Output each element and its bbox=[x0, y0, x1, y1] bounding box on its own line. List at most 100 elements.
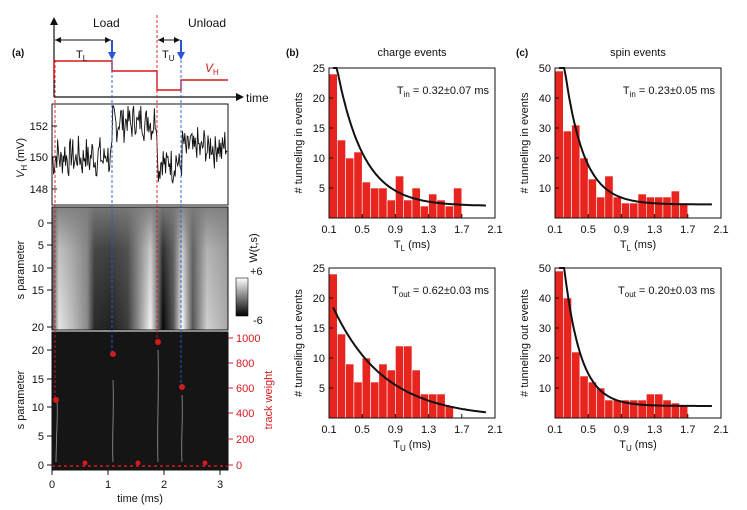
y-tick-label: 50 bbox=[539, 63, 551, 75]
histogram-bar bbox=[662, 196, 672, 219]
y-tick-label: 5 bbox=[319, 383, 325, 395]
y-tick-label: 25 bbox=[313, 263, 325, 275]
weight-tick-200: 200 bbox=[236, 434, 254, 446]
plot-frame bbox=[328, 67, 496, 219]
x-tick-label: 0.5 bbox=[581, 424, 596, 436]
x-tick-label: 1.3 bbox=[421, 224, 436, 236]
y-tick-label: 20 bbox=[313, 293, 325, 305]
histogram-bar bbox=[621, 202, 631, 219]
histogram-c-bot: 0.1 0.5 0.9 1.3 1.7 2.1 10 20 30 40 50 TU (ms) # tun… bbox=[519, 263, 729, 453]
y-tick-label: 20 bbox=[313, 93, 325, 105]
histogram-bar bbox=[596, 196, 606, 219]
histogram-bar bbox=[336, 139, 346, 219]
y-tick-label: 10 bbox=[539, 383, 551, 395]
vh-ylabel: VH (mV) bbox=[15, 138, 29, 178]
track-ytick-20: 20 bbox=[32, 345, 44, 357]
histogram-bar bbox=[579, 375, 589, 419]
time-tick-2: 2 bbox=[161, 479, 167, 491]
pulse-unload-label: Unload bbox=[188, 16, 226, 30]
x-tick-label: 0.5 bbox=[355, 424, 370, 436]
track-peak-4 bbox=[179, 384, 185, 390]
fit-curve bbox=[332, 306, 487, 414]
histogram-bar bbox=[629, 202, 639, 219]
histogram-bar bbox=[370, 381, 380, 419]
x-tick-label: 1.7 bbox=[454, 424, 469, 436]
tl-label: TL bbox=[76, 49, 88, 63]
histogram-b-top: charge events 0.1 0.5 0.9 1.3 1.7 2.1 5 10 15 20 25… bbox=[293, 47, 503, 253]
histogram-bar bbox=[662, 399, 672, 419]
histogram-bar bbox=[328, 73, 338, 219]
plot-frame bbox=[328, 267, 496, 419]
track-peak-2 bbox=[110, 351, 116, 357]
pulse-y-arrowhead bbox=[50, 17, 58, 25]
y-tick-label: 20 bbox=[539, 353, 551, 365]
histogram-bar bbox=[386, 199, 396, 219]
wavelet-ytick-15: 15 bbox=[32, 285, 44, 297]
x-tick-label: 0.9 bbox=[614, 424, 629, 436]
fit-curve bbox=[333, 67, 486, 207]
wavelet-ytick-10: 10 bbox=[32, 263, 44, 275]
histogram-bar bbox=[328, 273, 338, 419]
histogram-bar bbox=[645, 196, 655, 219]
histogram-bar bbox=[612, 196, 622, 219]
histogram-bar bbox=[345, 363, 355, 419]
weight-tick-0: 0 bbox=[236, 460, 242, 472]
y-tick-label: 30 bbox=[539, 323, 551, 335]
colorbar-min: -6 bbox=[253, 315, 263, 327]
x-tick-label: 0.1 bbox=[321, 224, 336, 236]
x-axis-label: TL (ms) bbox=[620, 239, 656, 253]
x-tick-label: 1.3 bbox=[647, 424, 662, 436]
x-tick-label: 0.1 bbox=[547, 424, 562, 436]
histogram-bar bbox=[395, 175, 404, 219]
histogram-bar bbox=[612, 399, 622, 419]
event-guide-lines bbox=[54, 15, 182, 400]
vh-ytick-152: 152 bbox=[30, 121, 48, 133]
track-lines bbox=[55, 349, 183, 463]
x-axis-label: TL (ms) bbox=[394, 239, 430, 253]
vh-trace-line bbox=[51, 105, 228, 185]
vh-ytick-148: 148 bbox=[30, 184, 48, 196]
histogram-bar bbox=[554, 70, 564, 219]
fit-time-constant: Tin = 0.23±0.05 ms bbox=[623, 85, 716, 99]
colorbar-label: W(t,s) bbox=[248, 233, 260, 262]
track-peak-3 bbox=[155, 339, 161, 345]
histogram-bar bbox=[336, 333, 346, 419]
pulse-x-arrowhead bbox=[236, 93, 244, 101]
wavelet-panel: 0 5 10 15 20 s parameter +6 -6 W(t,s) bbox=[15, 206, 263, 334]
x-tick-label: 1.7 bbox=[454, 224, 469, 236]
x-tick-label: 0.1 bbox=[547, 224, 562, 236]
histogram-b-bot: 0.1 0.5 0.9 1.3 1.7 2.1 5 10 15 20 25 TU (ms) # tunn… bbox=[293, 263, 503, 453]
histogram-bar bbox=[361, 357, 371, 419]
x-tick-label: 2.1 bbox=[487, 424, 502, 436]
x-tick-label: 0.1 bbox=[321, 424, 336, 436]
histogram-bar bbox=[654, 196, 664, 219]
weight-tick-800: 800 bbox=[236, 358, 254, 370]
track-ytick-5: 5 bbox=[38, 431, 44, 443]
histogram-bar bbox=[419, 205, 429, 219]
histogram-bar bbox=[353, 151, 363, 219]
track-ylabel: s parameter bbox=[15, 370, 27, 429]
histogram-bar bbox=[453, 187, 463, 219]
panel-label-b: (b) bbox=[286, 48, 299, 59]
histogram-bar bbox=[587, 381, 597, 419]
x-tick-label: 1.7 bbox=[680, 424, 695, 436]
plot-frame bbox=[554, 267, 722, 419]
wavelet-colorbar bbox=[235, 277, 249, 317]
histogram-bar bbox=[637, 399, 647, 419]
x-tick-label: 0.5 bbox=[355, 224, 370, 236]
panel-label-c: (c) bbox=[516, 48, 528, 59]
histogram-bar bbox=[395, 345, 404, 419]
y-tick-label: 25 bbox=[313, 63, 325, 75]
histogram-bar bbox=[428, 193, 438, 219]
wavelet-ytick-5: 5 bbox=[38, 240, 44, 252]
pulse-schematic: time VH Load Unload TL TU bbox=[50, 16, 269, 105]
y-tick-label: 10 bbox=[313, 153, 325, 165]
y-axis-label: # tunneling in events bbox=[293, 92, 305, 193]
histogram-bar bbox=[571, 351, 581, 419]
y-axis-label: # tunneling in events bbox=[519, 92, 531, 193]
histogram-bar bbox=[353, 381, 363, 419]
track-panel: 20 15 10 5 0 s parameter 1000 800 600 40… bbox=[15, 331, 275, 505]
histogram-bar bbox=[370, 187, 380, 219]
pulse-vh-label: VH bbox=[205, 61, 219, 77]
